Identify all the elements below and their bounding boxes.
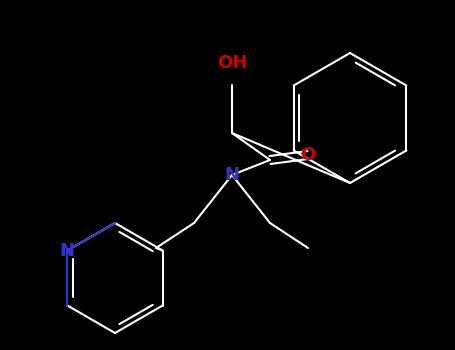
Text: O: O bbox=[300, 146, 316, 164]
Text: N: N bbox=[60, 241, 75, 259]
Text: OH: OH bbox=[217, 54, 247, 72]
Text: N: N bbox=[224, 166, 239, 184]
